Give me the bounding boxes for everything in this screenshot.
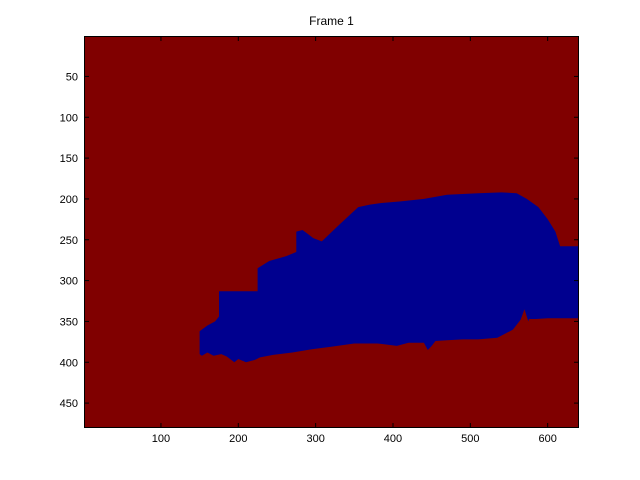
y-tick-label: 350 [60,316,78,328]
y-axis-ticks: 50 100 150 200 250 300 350 400 450 [60,71,579,410]
foreground-class-region [199,192,579,363]
axes-box [84,36,579,428]
x-axis-ticks: 100 200 300 400 500 600 [152,36,557,445]
x-tick-label: 400 [384,433,402,445]
y-tick-label: 150 [60,153,78,165]
y-tick-label: 250 [60,235,78,247]
x-tick-label: 600 [538,433,556,445]
y-tick-label: 450 [60,398,78,410]
x-tick-label: 200 [229,433,247,445]
y-tick-label: 300 [60,276,78,288]
x-tick-label: 100 [152,433,170,445]
plot-area [84,36,579,428]
y-tick-label: 200 [60,194,78,206]
y-tick-label: 400 [60,357,78,369]
y-tick-label: 100 [60,112,78,124]
y-tick-label: 50 [66,71,78,83]
chart-title: Frame 1 [309,14,354,28]
x-tick-label: 500 [461,433,479,445]
x-tick-label: 300 [306,433,324,445]
